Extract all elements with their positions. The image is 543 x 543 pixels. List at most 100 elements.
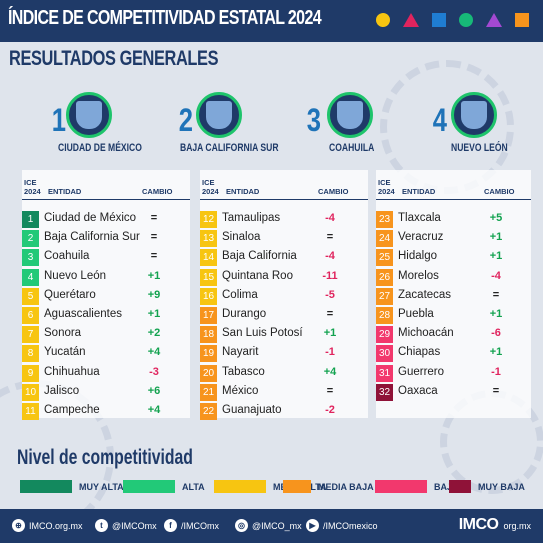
table-row: 32 Oaxaca = <box>376 383 531 402</box>
twitter-icon: t <box>95 519 108 532</box>
rank-change: -11 <box>322 269 338 282</box>
podium-item: 2 BAJA CALIFORNIA SUR <box>177 88 287 160</box>
rank-badge: 19 <box>200 345 217 363</box>
legend-swatch <box>123 480 175 493</box>
rank-change: = <box>326 231 334 244</box>
table-row: 19 Nayarit -1 <box>200 344 368 363</box>
rank-change: +1 <box>147 308 161 320</box>
rank-badge: 20 <box>200 364 217 382</box>
footer-instagram-link[interactable]: ◎ @IMCO_mx <box>235 519 302 532</box>
rank-change: +4 <box>147 346 161 359</box>
table-row: 2 Baja California Sur = <box>22 229 190 248</box>
rank-badge: 15 <box>200 268 217 286</box>
state-name: Tamaulipas <box>222 212 281 224</box>
header-shapes <box>376 13 529 27</box>
rank-badge: 18 <box>200 326 217 344</box>
state-name: Quintana Roo <box>222 269 293 282</box>
podium-rank: 4 <box>432 102 448 138</box>
state-seal-icon <box>327 92 373 138</box>
rank-change: -6 <box>491 327 501 340</box>
rank-change: +4 <box>147 404 161 416</box>
table-row: 5 Querétaro +9 <box>22 287 190 306</box>
rank-change: +9 <box>147 288 161 301</box>
rank-change: = <box>150 231 158 244</box>
state-name: Nuevo León <box>44 269 107 282</box>
state-name: Sinaloa <box>222 231 261 244</box>
state-name: Baja California <box>222 250 297 263</box>
rank-badge: 6 <box>22 307 39 324</box>
logo-domain: org.mx <box>503 521 531 531</box>
table-row: 11 Campeche +4 <box>22 402 190 421</box>
rank-badge: 9 <box>22 364 39 382</box>
state-name: Campeche <box>44 404 100 416</box>
ranking-table: ICE 2024 ENTIDAD CAMBIO 12 Tamaulipas -4 13 Sina… <box>200 170 368 420</box>
table-row: 29 Michoacán -6 <box>376 325 531 344</box>
state-name: Oaxaca <box>398 384 438 397</box>
table-row: 17 Durango = <box>200 306 368 325</box>
state-name: Zacatecas <box>398 288 452 301</box>
rank-change: +1 <box>489 250 503 263</box>
footer-web-link[interactable]: ⊕ IMCO.org.mx <box>12 519 83 532</box>
table-header: ICE 2024 ENTIDAD CAMBIO <box>22 176 190 198</box>
header-ice: ICE 2024 <box>24 178 41 196</box>
table-row: 31 Guerrero -1 <box>376 364 531 383</box>
header-divider <box>376 199 531 200</box>
rank-change: -5 <box>325 288 335 301</box>
table-row: 24 Veracruz +1 <box>376 229 531 248</box>
rank-change: +5 <box>489 212 503 224</box>
podium-state-name: CIUDAD DE MÉXICO <box>58 142 142 154</box>
rank-badge: 28 <box>376 307 393 324</box>
state-name: Colima <box>222 288 258 301</box>
instagram-icon: ◎ <box>235 519 248 532</box>
state-name: Michoacán <box>398 327 454 340</box>
rank-badge: 30 <box>376 345 393 363</box>
table-row: 25 Hidalgo +1 <box>376 248 531 267</box>
table-row: 18 San Luis Potosí +1 <box>200 325 368 344</box>
rank-change: +1 <box>489 346 503 359</box>
rank-badge: 10 <box>22 383 39 401</box>
rank-badge: 16 <box>200 287 217 305</box>
state-name: Querétaro <box>44 288 96 301</box>
podium-item: 4 NUEVO LEÓN <box>431 88 521 160</box>
table-row: 30 Chiapas +1 <box>376 344 531 363</box>
footer-facebook-link[interactable]: f /IMCOmx <box>164 519 219 532</box>
state-name: Chihuahua <box>44 365 100 378</box>
header-divider <box>22 199 190 200</box>
rank-change: +1 <box>489 231 503 244</box>
state-name: Durango <box>222 308 267 320</box>
table-row: 8 Yucatán +4 <box>22 344 190 363</box>
footer-youtube-link[interactable]: ▶ /IMCOmexico <box>306 519 378 532</box>
rank-badge: 24 <box>376 230 393 248</box>
header-cambio: CAMBIO <box>484 187 515 196</box>
rank-badge: 29 <box>376 326 393 344</box>
rank-badge: 26 <box>376 268 393 286</box>
rank-change: +1 <box>323 327 337 340</box>
state-name: Ciudad de México <box>44 212 137 224</box>
table-row: 9 Chihuahua -3 <box>22 364 190 383</box>
rank-change: = <box>150 250 158 263</box>
footer-twitter-link[interactable]: t @IMCOmx <box>95 519 157 532</box>
rank-badge: 25 <box>376 249 393 267</box>
header-bar: ÍNDICE DE COMPETITIVIDAD ESTATAL 2024 <box>0 0 543 42</box>
header-cambio: CAMBIO <box>142 187 173 196</box>
rank-change: = <box>492 384 500 397</box>
state-name: Nayarit <box>222 346 259 359</box>
header-divider <box>200 199 368 200</box>
table-header: ICE 2024 ENTIDAD CAMBIO <box>376 176 531 198</box>
legend-label: MUY BAJA <box>478 481 525 492</box>
imco-logo: IMCO org.mx <box>459 516 531 534</box>
podium-state-name: BAJA CALIFORNIA SUR <box>180 142 279 154</box>
green-circle-icon <box>459 13 473 27</box>
podium-item: 3 COAHUILA <box>305 88 385 160</box>
rank-badge: 21 <box>200 383 217 401</box>
globe-icon: ⊕ <box>12 519 25 532</box>
state-name: Sonora <box>44 327 82 340</box>
ranking-table: ICE 2024 ENTIDAD CAMBIO 1 Ciudad de México = 2 B… <box>22 170 190 421</box>
state-name: Chiapas <box>398 346 441 359</box>
orange-square-icon <box>515 13 529 27</box>
ranking-table: ICE 2024 ENTIDAD CAMBIO 23 Tlaxcala +5 24 Veracr… <box>376 170 531 418</box>
pink-triangle-icon <box>403 13 419 27</box>
state-name: Baja California Sur <box>44 231 140 244</box>
rank-change: -4 <box>491 269 501 282</box>
